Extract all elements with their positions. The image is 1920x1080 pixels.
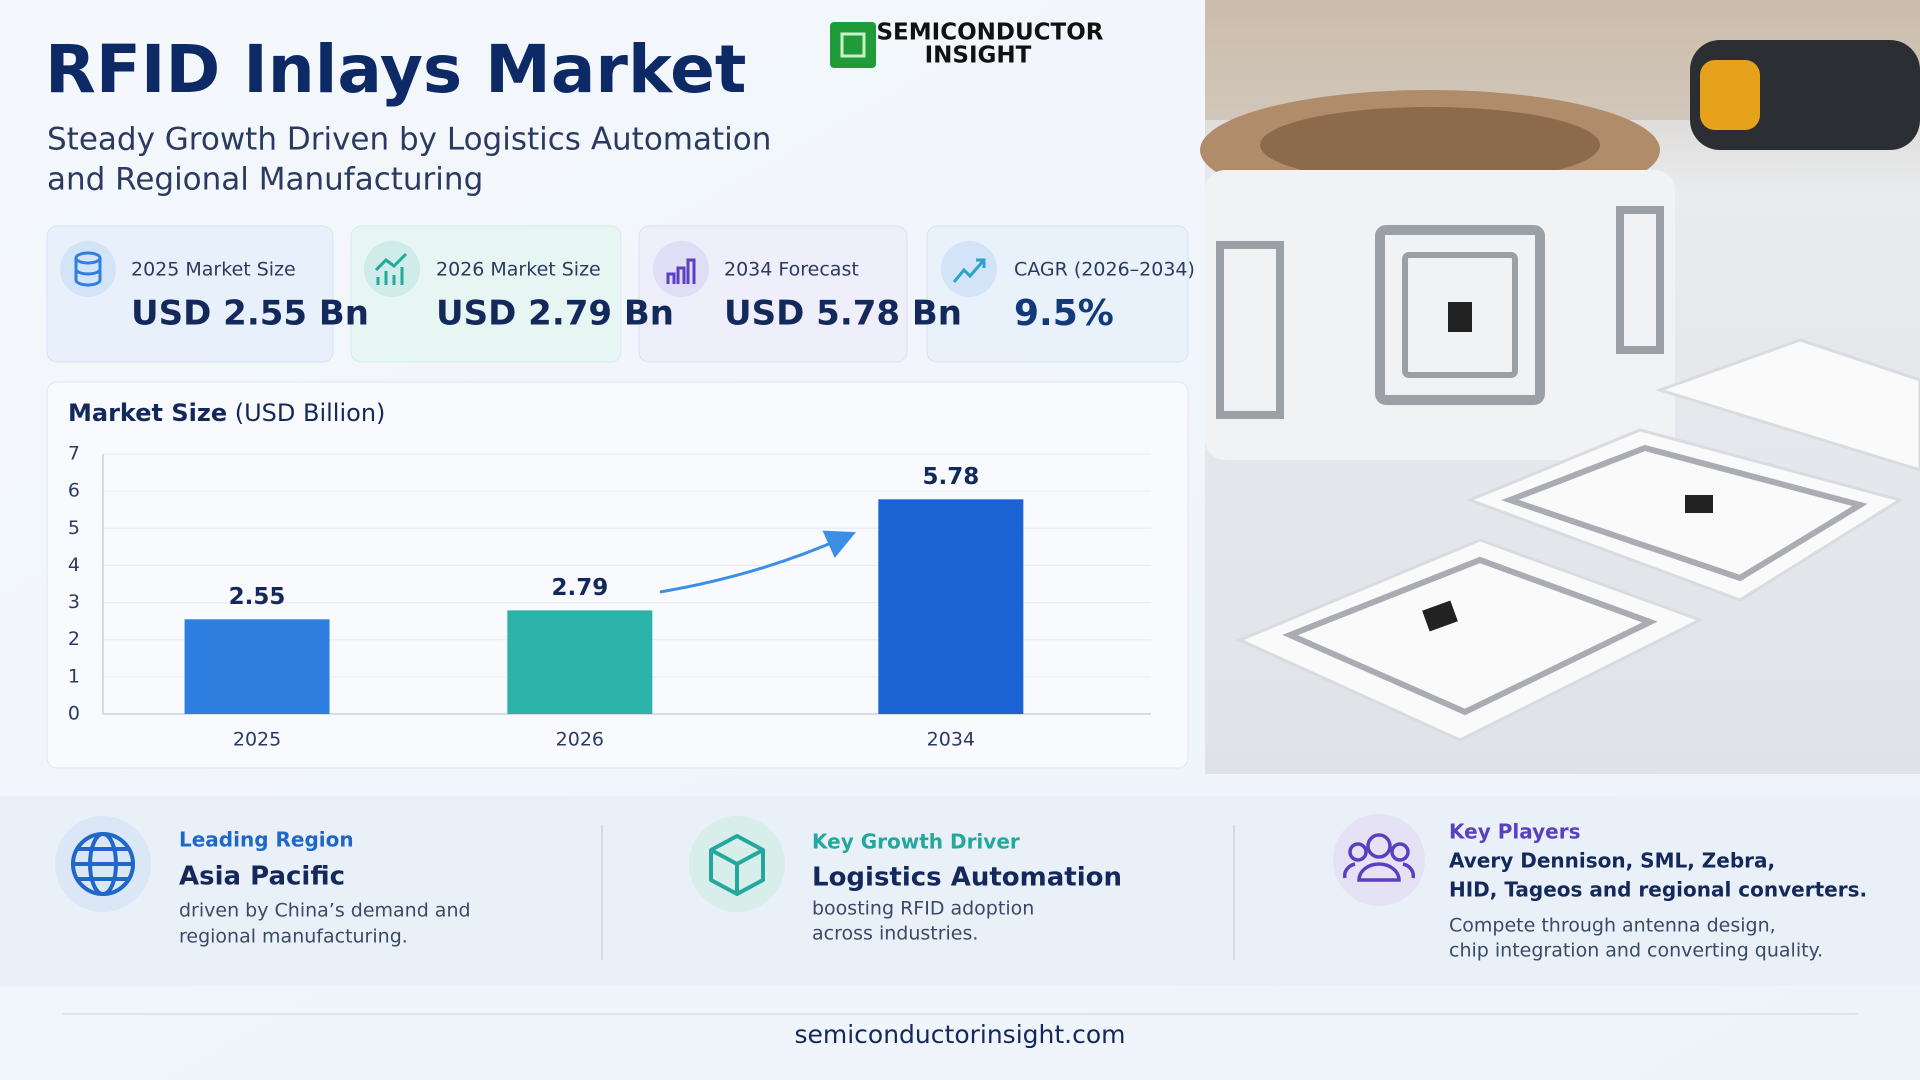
logo: SEMICONDUCTOR INSIGHT (830, 20, 1104, 69)
title: RFID Inlays Market (45, 31, 746, 108)
trend-arrow (659, 530, 856, 594)
chart-title-main: Market Size (68, 399, 227, 427)
card-icon (666, 258, 696, 284)
subtitle: and Regional Manufacturing (47, 162, 483, 198)
y-tick-label: 4 (68, 554, 80, 576)
logo-text: SEMICONDUCTOR (876, 20, 1103, 46)
highlight-title: Asia Pacific (179, 862, 345, 892)
x-tick-label: 2026 (556, 729, 604, 751)
y-tick-label: 7 (68, 443, 80, 465)
highlight-icon (689, 816, 785, 912)
highlight-desc: across industries. (812, 923, 978, 945)
value-label: 5.78 (922, 464, 979, 490)
card-icon (941, 241, 997, 297)
bar (507, 610, 653, 714)
y-tick-label: 5 (68, 517, 80, 539)
highlight-desc: driven by China’s demand and (179, 900, 471, 922)
highlight-icon (1333, 814, 1425, 906)
highlight-label: Key Growth Driver (812, 830, 1020, 854)
x-tick-label: 2025 (233, 729, 281, 751)
card-icon (374, 252, 408, 285)
card-value: USD 2.55 Bn (131, 294, 369, 334)
subtitle: Steady Growth Driven by Logistics Automa… (47, 122, 771, 158)
highlight-desc: regional manufacturing. (179, 926, 408, 948)
y-tick-label: 6 (68, 480, 80, 502)
card-icon (952, 258, 986, 283)
card-label: 2025 Market Size (131, 259, 296, 281)
card-label: CAGR (2026–2034) (1014, 259, 1195, 281)
highlight-icon (55, 816, 151, 912)
value-label: 2.55 (229, 584, 286, 610)
photo (1200, 0, 1920, 774)
chart-title: Market Size (USD Billion) (68, 399, 385, 427)
y-tick-label: 2 (68, 628, 80, 650)
highlights-band (0, 796, 1920, 986)
x-tick-label: 2034 (927, 729, 975, 751)
card-value: 9.5% (1014, 293, 1114, 334)
card-icon (364, 241, 420, 297)
card-value: USD 5.78 Bn (724, 294, 962, 334)
y-tick-label: 3 (68, 591, 80, 613)
card (46, 225, 334, 363)
highlight-label: Key Players (1449, 820, 1580, 844)
highlight-label: Leading Region (179, 828, 354, 852)
highlight-desc: boosting RFID adoption (812, 898, 1034, 920)
y-tick-label: 0 (68, 703, 80, 725)
card-label: 2034 Forecast (724, 259, 859, 281)
y-tick-label: 1 (68, 665, 80, 687)
cards: 2025 Market Size USD 2.55 Bn 2026 Market… (46, 225, 1195, 363)
chart-title-unit: (USD Billion) (235, 399, 386, 427)
highlight-title: HID, Tageos and regional converters. (1449, 878, 1867, 902)
highlight-title: Avery Dennison, SML, Zebra, (1449, 849, 1775, 873)
value-label: 2.79 (551, 575, 608, 601)
plot: 0 1 2 3 4 5 6 7 2025 2.55 2026 2.79 2034 5.78 (68, 443, 1151, 751)
card-icon (74, 251, 102, 287)
highlight-desc: Compete through antenna design, (1449, 915, 1776, 937)
card-value: USD 2.79 Bn (436, 294, 674, 334)
highlight-desc: chip integration and converting quality. (1449, 940, 1823, 962)
highlight-title: Logistics Automation (812, 863, 1122, 893)
bar (878, 499, 1024, 714)
logo-text: INSIGHT (925, 43, 1032, 69)
card-icon (60, 241, 116, 297)
bar (184, 619, 330, 714)
footer-url: semiconductorinsight.com (794, 1020, 1125, 1049)
card-label: 2026 Market Size (436, 259, 601, 281)
